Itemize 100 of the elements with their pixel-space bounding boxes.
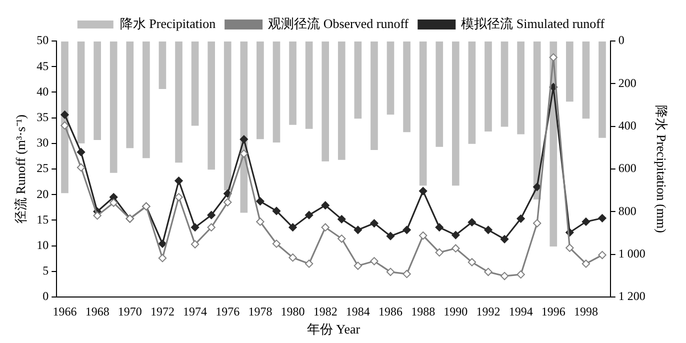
point [93, 211, 102, 220]
legend-label: 观测径流 Observed runoff [268, 16, 410, 31]
bar [322, 42, 330, 162]
point [354, 262, 362, 270]
y2-axis-title: 降水 Precipitation (mm) [654, 105, 669, 233]
point [598, 250, 606, 260]
point [272, 206, 281, 216]
x-tick-label: 1994 [508, 304, 533, 318]
bar [468, 42, 476, 144]
bar [110, 42, 118, 173]
x-tick-label: 1968 [85, 304, 110, 318]
point [386, 232, 395, 240]
point [60, 110, 69, 119]
point [76, 163, 86, 172]
point [207, 223, 216, 232]
y2-tick-label: 1 000 [618, 246, 646, 260]
y-tick-label: 0 [42, 289, 49, 304]
point [190, 223, 200, 232]
bar [533, 42, 541, 200]
bar [386, 42, 394, 115]
bar [208, 42, 216, 170]
point [304, 260, 314, 268]
point [370, 219, 378, 228]
point [240, 150, 248, 158]
bar [305, 42, 313, 129]
point [402, 226, 411, 234]
bar [517, 42, 524, 134]
point [158, 240, 167, 248]
bar [272, 42, 280, 143]
bar [582, 42, 590, 119]
y-tick-label: 35 [36, 110, 49, 124]
bar [436, 42, 444, 147]
point [598, 214, 606, 222]
y-tick-label: 30 [36, 136, 49, 150]
point [516, 270, 525, 279]
bar [403, 42, 410, 132]
point [500, 272, 509, 280]
point [190, 240, 200, 248]
y-tick-label: 45 [36, 58, 49, 73]
point [533, 219, 542, 228]
y-tick-label: 5 [42, 264, 49, 278]
point [452, 244, 460, 252]
point [60, 121, 69, 130]
y-tick-label: 50 [36, 33, 49, 48]
y2-tick-label: 400 [618, 118, 636, 132]
point [321, 201, 330, 210]
point [386, 268, 395, 276]
point [288, 223, 297, 232]
bar [452, 42, 460, 186]
bar [191, 42, 199, 126]
point [158, 254, 167, 262]
x-axis-title: 年份 Year [306, 322, 361, 337]
bar [598, 42, 606, 138]
x-tick-label: 1988 [411, 304, 436, 318]
y-axis-title: 径流 Runoff (m³·s⁻¹) [13, 114, 28, 224]
point [468, 258, 476, 266]
point [224, 198, 232, 206]
point [321, 223, 330, 232]
x-tick-label: 1998 [574, 304, 598, 318]
x-tick-label: 1978 [248, 304, 272, 318]
bar [61, 42, 68, 194]
point [418, 186, 428, 196]
point [452, 230, 460, 240]
point [338, 215, 346, 224]
point [516, 214, 525, 223]
point [76, 148, 86, 156]
point [484, 268, 492, 276]
bar [224, 42, 232, 190]
bar [77, 42, 85, 144]
x-tick-label: 1990 [444, 304, 468, 318]
y2-tick-label: 200 [618, 76, 636, 90]
point [256, 197, 264, 206]
bar [158, 42, 166, 89]
bar [94, 42, 101, 140]
y-tick-label: 25 [36, 161, 49, 176]
point [418, 231, 428, 240]
x-tick-label: 1982 [313, 304, 338, 318]
legend-label: 模拟径流 Simulated runoff [461, 16, 606, 31]
y2-tick-label: 800 [618, 204, 636, 218]
y2-tick-label: 0 [618, 33, 624, 48]
point [338, 234, 346, 243]
x-tick-label: 1966 [52, 304, 77, 318]
bar [566, 42, 574, 102]
x-tick-label: 1986 [378, 304, 403, 318]
point [240, 135, 248, 144]
point [174, 176, 183, 185]
point [582, 260, 590, 268]
bar [484, 42, 492, 132]
point [435, 223, 444, 232]
bar [419, 42, 427, 186]
y2-tick-label: 600 [618, 161, 636, 176]
x-tick-label: 1984 [346, 304, 370, 318]
point [500, 235, 509, 244]
point [207, 210, 216, 220]
x-tick-label: 1974 [183, 304, 208, 318]
bar [500, 42, 508, 127]
point [582, 218, 590, 226]
x-tick-label: 1980 [280, 304, 305, 318]
point [435, 248, 444, 257]
x-tick-label: 1992 [476, 304, 500, 318]
